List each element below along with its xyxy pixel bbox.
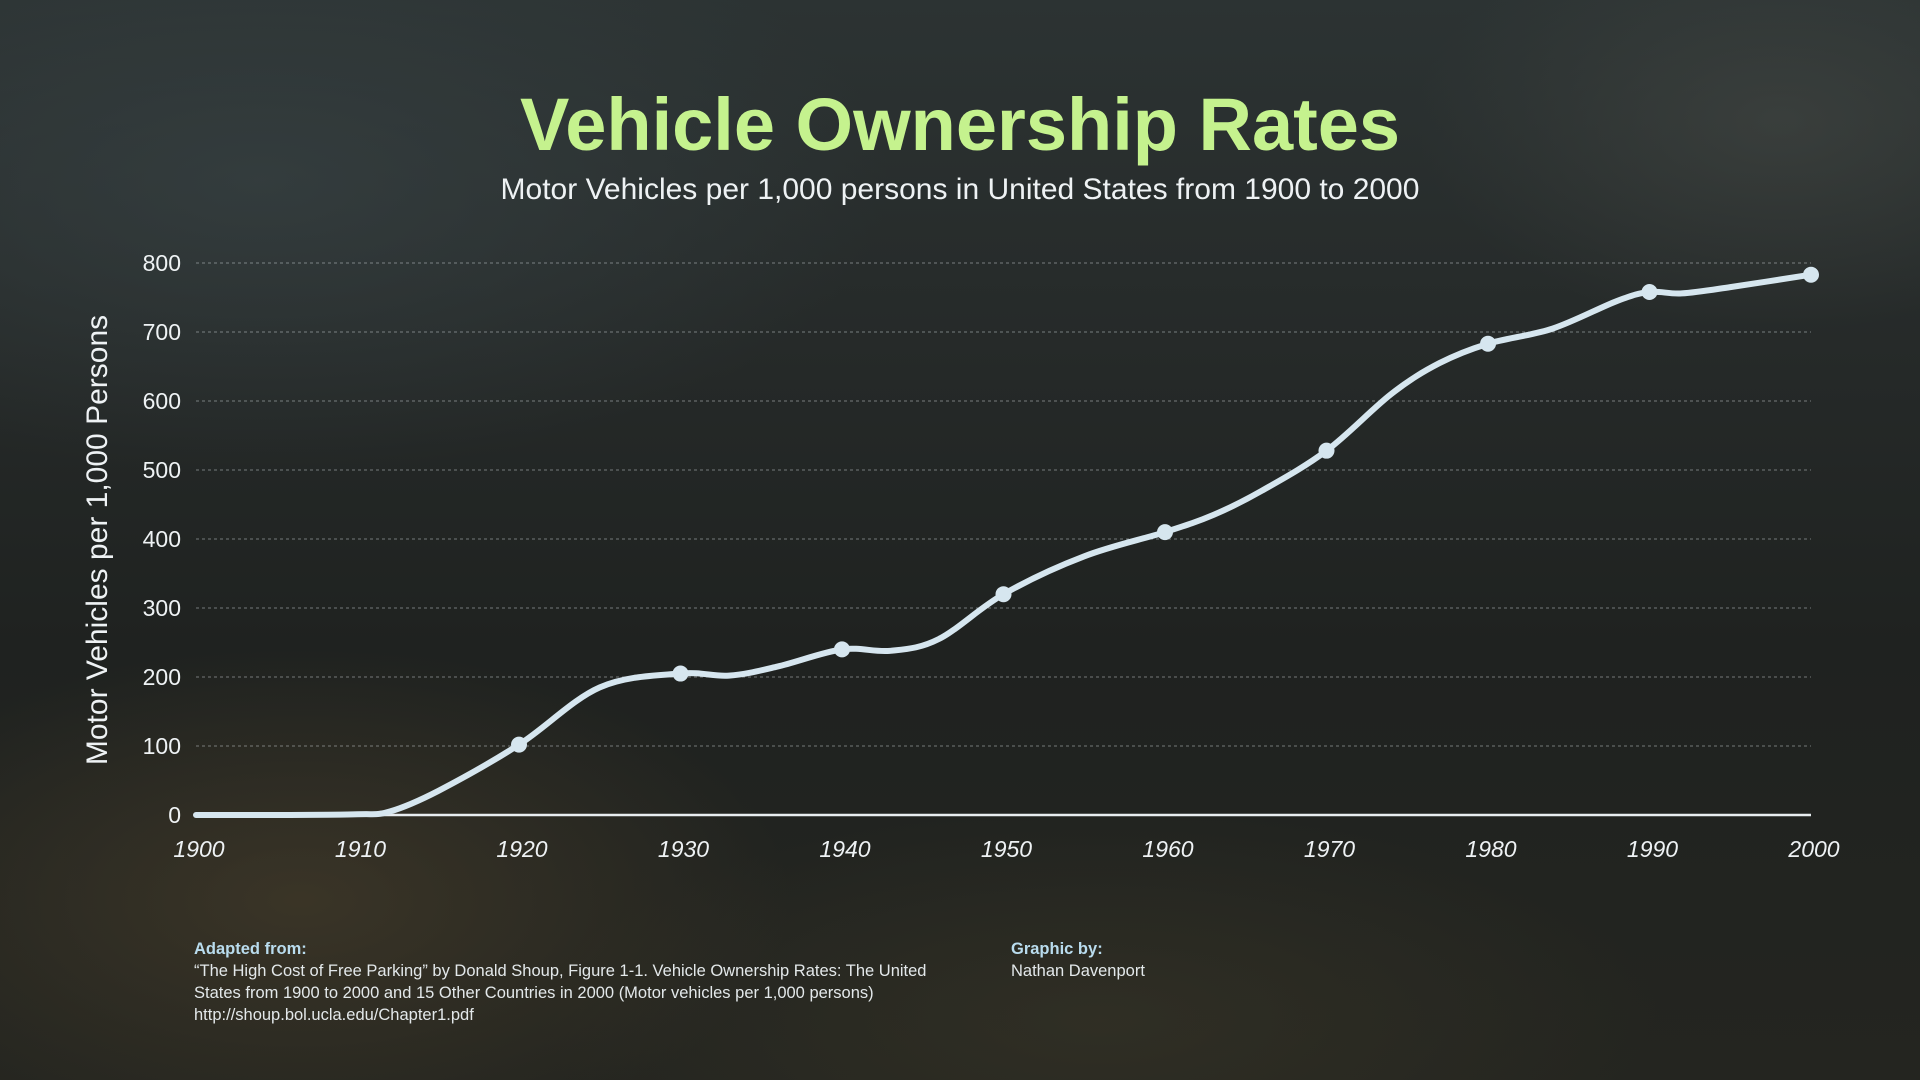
y-tick-label: 700 [143, 319, 181, 345]
data-point-1970 [1318, 442, 1335, 459]
y-tick-label: 800 [143, 250, 181, 276]
source-url[interactable]: http://shoup.bol.ucla.edu/Chapter1.pdf [194, 1006, 474, 1024]
graphic-heading: Graphic by: [1011, 940, 1103, 958]
chart-title: Vehicle Ownership Rates [520, 83, 1400, 166]
source-citation-line-1: “The High Cost of Free Parking” by Donal… [194, 962, 927, 980]
y-tick-label: 600 [143, 388, 181, 414]
source-heading: Adapted from: [194, 940, 307, 958]
y-tick-label: 500 [143, 457, 181, 483]
data-markers [511, 266, 1819, 753]
data-point-1920 [511, 736, 527, 753]
data-point-2000 [1803, 266, 1819, 283]
source-citation-line-2: States from 1900 to 2000 and 15 Other Co… [194, 984, 874, 1002]
chart-subtitle: Motor Vehicles per 1,000 persons in Unit… [501, 173, 1420, 206]
source-credit: Adapted from: “The High Cost of Free Par… [194, 938, 994, 1026]
x-tick-label: 1970 [1304, 836, 1355, 862]
data-point-1990 [1641, 283, 1658, 300]
x-tick-label: 1980 [1465, 836, 1516, 862]
data-point-1930 [672, 665, 689, 682]
x-tick-label: 1960 [1142, 836, 1193, 862]
x-tick-label: 1950 [981, 836, 1032, 862]
x-tick-label: 1920 [496, 836, 547, 862]
grid-lines [196, 262, 1811, 747]
x-tick-label: 1900 [173, 836, 224, 862]
x-tick-label: 1910 [335, 836, 386, 862]
x-tick-label: 1940 [819, 836, 870, 862]
x-tick-label: 2000 [1787, 836, 1839, 862]
y-tick-label: 300 [143, 595, 181, 621]
y-tick-label: 100 [143, 733, 181, 759]
series-line [193, 271, 1814, 819]
y-axis-label: Motor Vehicles per 1,000 Persons [81, 315, 114, 765]
graphic-author: Nathan Davenport [1011, 962, 1145, 980]
data-point-1960 [1157, 524, 1173, 541]
x-tick-label: 1990 [1627, 836, 1678, 862]
y-tick-label: 0 [168, 802, 181, 828]
data-point-1950 [995, 586, 1012, 603]
data-point-1980 [1480, 335, 1496, 352]
x-axis-ticks: 1900 1910 1920 1930 1940 1950 1960 1970 1980 1990… [173, 836, 1839, 862]
y-axis-ticks: 0 100 200 300 400 500 600 700 800 [143, 250, 181, 828]
graphic-credit: Graphic by: Nathan Davenport [1011, 938, 1311, 982]
data-point-1940 [834, 641, 850, 658]
x-tick-label: 1930 [658, 836, 709, 862]
y-tick-label: 400 [143, 526, 181, 552]
y-tick-label: 200 [143, 664, 181, 690]
